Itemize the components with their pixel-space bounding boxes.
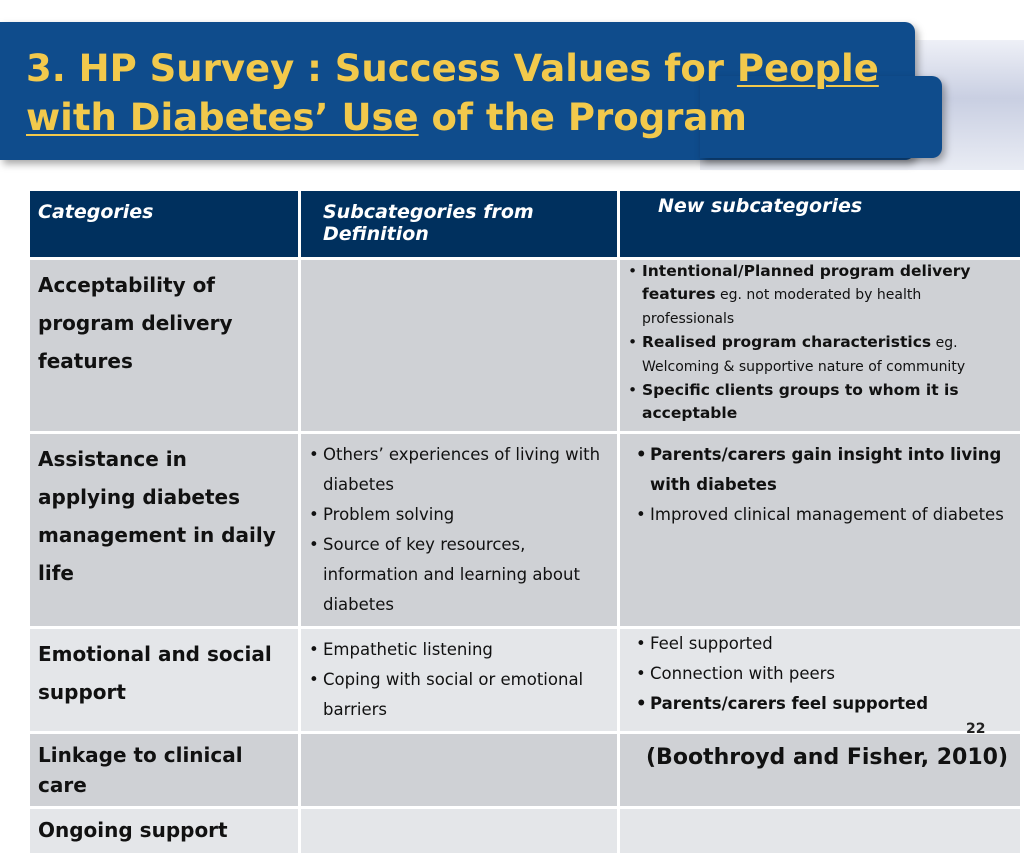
new-subcategory-cell: [620, 809, 1020, 853]
list-item: Parents/carers feel supported: [636, 689, 1012, 719]
subcategory-cell: [301, 260, 617, 431]
list-item: Parents/carers gain insight into living …: [636, 440, 1012, 500]
new-subcategory-list: Parents/carers gain insight into living …: [628, 440, 1012, 530]
list-item: Coping with social or emotional barriers: [309, 665, 609, 725]
list-item: Source of key resources, information and…: [309, 530, 609, 620]
title-banner-extension: [700, 76, 942, 158]
subcategory-cell: Empathetic listening Coping with social …: [301, 629, 617, 731]
table-row: Acceptability of program delivery featur…: [30, 260, 1020, 431]
list-item: Empathetic listening: [309, 635, 609, 665]
category-cell: Emotional and social support: [30, 629, 298, 731]
list-item: Connection with peers: [636, 659, 1012, 689]
list-item: Others’ experiences of living with diabe…: [309, 440, 609, 500]
subcategory-cell: [301, 809, 617, 853]
category-cell: Linkage to clinical care: [30, 734, 298, 806]
category-cell: Acceptability of program delivery featur…: [30, 260, 298, 431]
category-cell: Ongoing support: [30, 809, 298, 853]
list-item: Intentional/Planned program delivery fea…: [628, 260, 1012, 331]
list-item: Problem solving: [309, 500, 609, 530]
subcategory-list: Others’ experiences of living with diabe…: [309, 440, 609, 620]
subcategory-cell: Others’ experiences of living with diabe…: [301, 434, 617, 626]
header-new-subcategories: New subcategories: [620, 191, 1020, 257]
list-item: Realised program characteristics eg. Wel…: [628, 331, 1012, 379]
citation: (Boothroyd and Fisher, 2010): [646, 745, 1009, 770]
list-item: Feel supported: [636, 629, 1012, 659]
slide-title: 3. HP Survey : Success Values for People…: [26, 47, 879, 139]
table-row: Emotional and social support Empathetic …: [30, 629, 1020, 731]
table-row: Assistance in applying diabetes manageme…: [30, 434, 1020, 626]
page-number: 22: [966, 721, 986, 737]
new-subcategory-cell: Feel supported Connection with peers Par…: [620, 629, 1020, 731]
header-categories: Categories: [30, 191, 298, 257]
new-subcategory-cell: Intentional/Planned program delivery fea…: [620, 260, 1020, 431]
table-row: Ongoing support: [30, 809, 1020, 853]
subcategory-cell: [301, 734, 617, 806]
category-cell: Assistance in applying diabetes manageme…: [30, 434, 298, 626]
list-item: Specific clients groups to whom it is ac…: [628, 379, 1012, 425]
list-item: Improved clinical management of diabetes: [636, 500, 1012, 530]
new-subcategory-list: Intentional/Planned program delivery fea…: [628, 260, 1012, 425]
new-subcategory-cell: Parents/carers gain insight into living …: [620, 434, 1020, 626]
new-subcategory-list: Feel supported Connection with peers Par…: [628, 629, 1012, 719]
header-subcategories: Subcategories from Definition: [301, 191, 617, 257]
table-header-row: Categories Subcategories from Definition…: [30, 191, 1020, 257]
subcategory-list: Empathetic listening Coping with social …: [309, 635, 609, 725]
